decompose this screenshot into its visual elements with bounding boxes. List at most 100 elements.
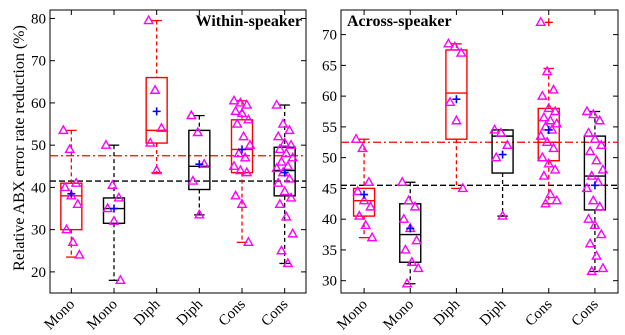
x-tick-label: Cons bbox=[216, 296, 249, 329]
data-point bbox=[282, 160, 294, 170]
data-point bbox=[238, 130, 249, 141]
data-point bbox=[366, 231, 378, 242]
data-point bbox=[243, 236, 254, 247]
data-point bbox=[541, 136, 553, 146]
data-point bbox=[235, 96, 246, 107]
data-point bbox=[597, 164, 609, 174]
data-point bbox=[271, 99, 283, 109]
y-tick-label: 60 bbox=[31, 96, 46, 112]
data-point bbox=[358, 194, 370, 205]
data-point bbox=[272, 130, 284, 141]
data-point bbox=[551, 194, 563, 205]
data-point bbox=[282, 257, 294, 268]
x-tick-label: Diph bbox=[477, 296, 510, 329]
data-point bbox=[280, 147, 292, 158]
mean-marker bbox=[67, 189, 76, 198]
data-point bbox=[401, 277, 413, 288]
data-point bbox=[541, 65, 553, 76]
data-point bbox=[409, 200, 421, 211]
data-point bbox=[187, 175, 199, 185]
data-point bbox=[398, 213, 410, 223]
box-iqr bbox=[491, 129, 514, 174]
within-speaker-panel: 20 30 40 50 60 70 80 Mono Mono Diph Diph Cons Cons Wi… bbox=[31, 9, 307, 334]
across-speaker-panel: 30 35 40 45 50 55 60 65 70 Mono Mono Diph Diph Cons Co… bbox=[322, 9, 619, 334]
data-point bbox=[540, 197, 551, 208]
y-tick-label: 50 bbox=[322, 151, 337, 167]
data-point bbox=[495, 127, 507, 137]
box-iqr bbox=[352, 187, 376, 217]
data-point bbox=[228, 160, 240, 170]
data-point bbox=[235, 164, 246, 175]
y-tick-label: 30 bbox=[31, 223, 46, 239]
y-axis-label: Relative ABX error rate reduction (%) bbox=[11, 25, 28, 271]
data-point bbox=[411, 234, 423, 245]
x-tick-label: Mono bbox=[334, 297, 371, 334]
data-point bbox=[444, 96, 456, 106]
mean-marker bbox=[590, 181, 599, 190]
data-point bbox=[591, 154, 602, 165]
x-tick-label: Diph bbox=[131, 296, 164, 329]
data-point bbox=[538, 170, 550, 180]
data-point bbox=[143, 14, 155, 25]
data-point bbox=[594, 114, 606, 125]
data-point bbox=[284, 173, 295, 183]
box-iqr bbox=[145, 76, 168, 144]
data-point bbox=[587, 194, 599, 205]
y-tick-label: 55 bbox=[322, 120, 337, 136]
data-point bbox=[548, 84, 559, 94]
data-point bbox=[544, 188, 556, 199]
data-point bbox=[149, 84, 161, 94]
data-point bbox=[59, 181, 71, 192]
data-point bbox=[586, 170, 598, 180]
x-tick-label: Mono bbox=[84, 297, 121, 334]
data-point bbox=[274, 143, 286, 154]
mean-marker bbox=[152, 107, 161, 116]
data-point bbox=[100, 139, 112, 149]
data-point bbox=[239, 151, 251, 162]
data-point bbox=[236, 107, 248, 118]
data-point bbox=[543, 157, 555, 168]
data-point bbox=[457, 182, 469, 193]
data-point bbox=[536, 90, 548, 100]
data-point bbox=[271, 162, 283, 173]
y-tick-label: 40 bbox=[31, 180, 46, 196]
data-point bbox=[279, 137, 291, 147]
data-point bbox=[233, 147, 245, 158]
data-point bbox=[591, 250, 602, 260]
data-point bbox=[185, 109, 197, 120]
data-point bbox=[276, 244, 287, 255]
data-point bbox=[67, 236, 79, 247]
data-point bbox=[595, 139, 607, 150]
data-point bbox=[497, 210, 508, 220]
data-point bbox=[230, 105, 241, 116]
x-tick-label: Mono bbox=[380, 297, 417, 334]
data-point bbox=[231, 118, 243, 128]
data-point bbox=[587, 108, 599, 119]
x-tick-label: Cons bbox=[258, 296, 291, 329]
x-tick-label: Cons bbox=[569, 296, 602, 329]
data-point bbox=[535, 16, 547, 27]
data-point bbox=[455, 47, 467, 57]
data-point bbox=[65, 189, 77, 200]
data-point bbox=[451, 114, 462, 125]
data-point bbox=[583, 213, 594, 223]
data-point bbox=[72, 198, 84, 208]
mean-marker bbox=[110, 204, 118, 213]
data-point bbox=[244, 139, 256, 149]
data-point bbox=[241, 99, 253, 109]
data-point bbox=[589, 219, 601, 230]
data-point bbox=[365, 200, 376, 211]
y-tick-label: 35 bbox=[322, 243, 337, 259]
panel-title: Across-speaker bbox=[347, 13, 452, 30]
data-point bbox=[102, 202, 113, 213]
y-tick-label: 65 bbox=[322, 58, 337, 74]
data-point bbox=[544, 114, 556, 125]
y-tick-label: 45 bbox=[322, 181, 337, 197]
y-tick-label: 60 bbox=[322, 89, 337, 105]
box-iqr bbox=[537, 107, 560, 162]
data-point bbox=[108, 215, 120, 225]
data-point bbox=[363, 176, 375, 186]
x-tick-label: Diph bbox=[174, 296, 207, 329]
y-tick-label: 70 bbox=[322, 28, 337, 44]
